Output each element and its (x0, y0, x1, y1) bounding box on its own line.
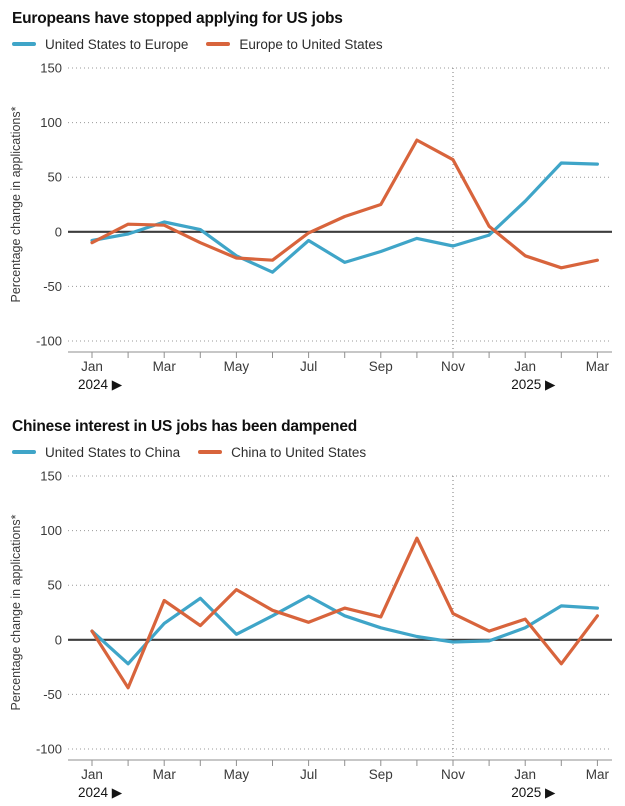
europe-line-chart: 150 100 50 0 -50 -100 Jan Mar May Jul Sep Nov Jan Mar… (9, 61, 612, 392)
series-line-0 (90, 161, 600, 274)
legend-item-us-to-china: United States to China (12, 445, 180, 460)
y-tick-label: 100 (40, 115, 62, 130)
orange-line-swatch (198, 450, 223, 454)
legend-label: United States to China (45, 444, 181, 460)
x-tick-label: Mar (586, 359, 610, 374)
y-tick-label: -50 (43, 279, 62, 294)
year-marker-label: 2024 ▶ (78, 377, 123, 392)
europe-chart-section: Europeans have stopped applying for US j… (0, 0, 625, 398)
year-marker-label: 2025 ▶ (511, 377, 556, 392)
legend-item-us-to-europe: United States to Europe (12, 37, 188, 52)
x-tick-label: Jan (514, 767, 536, 782)
blue-line-swatch (12, 42, 36, 46)
legend-label: China to United States (231, 444, 367, 460)
china-line-chart: 150 100 50 0 -50 -100 Jan Mar May Jul Sep Nov Jan Mar… (9, 469, 612, 800)
series-line-1 (90, 536, 600, 690)
x-tick-label: Jul (300, 767, 317, 782)
legend-item-europe-to-us: Europe to United States (206, 36, 383, 52)
x-tick-label: Sep (369, 359, 393, 374)
y-tick-label: -100 (36, 334, 62, 349)
legend-label: Europe to United States (239, 36, 383, 52)
x-tick-label: Nov (441, 767, 465, 782)
y-tick-label: 100 (40, 523, 62, 538)
x-tick-label: May (224, 359, 250, 374)
x-tick-label: May (224, 767, 250, 782)
legend-china: United States to China China to United S… (12, 442, 613, 462)
x-tick-label: Jan (81, 359, 103, 374)
y-tick-label: 50 (48, 170, 62, 185)
x-tick-label: Nov (441, 359, 465, 374)
year-marker-label: 2025 ▶ (511, 785, 556, 800)
orange-line-swatch (206, 42, 231, 46)
y-tick-label: 0 (55, 632, 62, 647)
legend-label: United States to Europe (45, 36, 189, 52)
y-tick-label: -100 (36, 742, 62, 757)
y-tick-label: -50 (43, 687, 62, 702)
x-tick-label: Mar (153, 359, 177, 374)
china-chart-section: Chinese interest in US jobs has been dam… (0, 408, 625, 806)
blue-line-swatch (12, 450, 36, 454)
chart-title-europe: Europeans have stopped applying for US j… (12, 10, 343, 27)
y-tick-label: 150 (40, 61, 62, 76)
legend-item-china-to-us: China to United States (198, 445, 366, 460)
x-tick-label: Jul (300, 359, 317, 374)
y-tick-label: 150 (40, 469, 62, 484)
y-tick-label: 50 (48, 578, 62, 593)
series-line-0 (90, 594, 600, 666)
y-axis-label: Percentage change in applications* (9, 514, 23, 710)
x-tick-label: Sep (369, 767, 393, 782)
x-tick-label: Jan (514, 359, 536, 374)
y-tick-label: 0 (55, 224, 62, 239)
year-marker-label: 2024 ▶ (78, 785, 123, 800)
x-tick-label: Jan (81, 767, 103, 782)
x-tick-label: Mar (153, 767, 177, 782)
series-line-1 (90, 138, 600, 270)
legend-europe: United States to Europe Europe to United… (12, 34, 613, 54)
y-axis-label: Percentage change in applications* (9, 106, 23, 302)
x-tick-label: Mar (586, 767, 610, 782)
chart-title-china: Chinese interest in US jobs has been dam… (12, 418, 358, 435)
